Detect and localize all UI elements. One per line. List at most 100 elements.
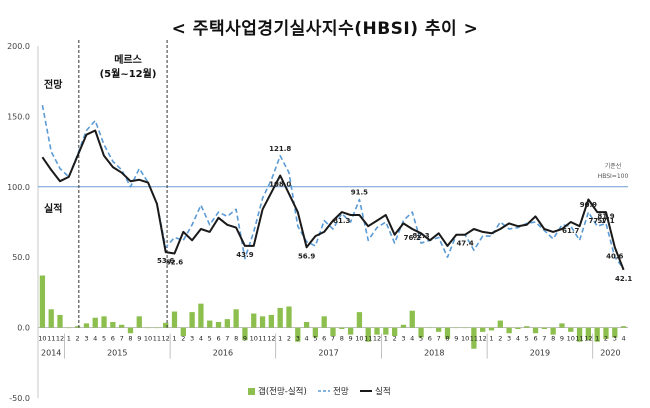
- gap-bar: [612, 327, 618, 338]
- month-tick-label: 8: [128, 335, 132, 343]
- month-tick-label: 9: [349, 335, 353, 343]
- gap-bar: [488, 327, 495, 331]
- data-label: 108.0: [269, 181, 291, 189]
- month-tick-label: 5: [419, 335, 423, 343]
- month-tick-label: 11: [470, 335, 478, 343]
- month-tick-label: 12: [479, 335, 487, 343]
- y-tick-label: 0.0: [17, 324, 30, 333]
- month-tick-label: 7: [225, 335, 229, 343]
- gap-bar: [524, 326, 530, 328]
- gap-bar: [400, 324, 407, 328]
- gap-bar: [620, 326, 627, 328]
- gap-bar: [427, 327, 433, 329]
- month-tick-label: 4: [516, 335, 520, 343]
- gap-bar: [277, 307, 283, 328]
- data-label: 76.2: [404, 234, 421, 242]
- month-tick-label: 10: [355, 335, 363, 343]
- gap-bar: [471, 327, 477, 349]
- gap-bar: [515, 327, 521, 330]
- month-tick-label: 11: [575, 335, 583, 343]
- gap-bar: [215, 321, 222, 328]
- year-label: 2019: [530, 349, 550, 358]
- gap-bar: [585, 327, 592, 341]
- gap-bar: [330, 327, 336, 337]
- actual-line: [41, 129, 625, 271]
- month-tick-label: 4: [410, 335, 414, 343]
- gap-bar: [312, 327, 319, 338]
- month-tick-label: 7: [331, 335, 335, 343]
- gap-bar: [268, 314, 274, 328]
- month-tick-label: 2: [181, 335, 185, 343]
- month-tick-label: 11: [258, 335, 266, 343]
- gap-bar: [321, 316, 327, 328]
- month-tick-label: 5: [208, 335, 212, 343]
- month-tick-label: 1: [278, 335, 282, 343]
- month-tick-label: 7: [437, 335, 441, 343]
- month-tick-label: 2: [393, 335, 397, 343]
- gap-bar: [136, 316, 142, 328]
- year-label: 2014: [41, 349, 61, 358]
- gap-bar: [532, 327, 539, 334]
- gap-bar: [418, 327, 424, 338]
- gap-bar: [462, 327, 468, 329]
- month-tick-label: 12: [267, 335, 275, 343]
- gap-bar: [541, 327, 547, 330]
- year-label: 2016: [213, 349, 233, 358]
- gap-bar: [497, 320, 503, 328]
- month-tick-label: 9: [243, 335, 247, 343]
- gap-bar: [374, 327, 380, 335]
- data-label: 121.8: [269, 145, 291, 153]
- gap-bar: [365, 327, 371, 342]
- month-tick-label: 2: [604, 335, 608, 343]
- gap-bar: [339, 327, 345, 330]
- gap-bar: [242, 327, 248, 341]
- month-tick-label: 8: [551, 335, 555, 343]
- month-tick-label: 6: [111, 335, 115, 343]
- month-tick-label: 8: [340, 335, 344, 343]
- y-tick-label: 100.0: [7, 183, 30, 192]
- data-label: 90.9: [580, 201, 597, 209]
- data-label: 91.5: [351, 188, 368, 196]
- baseline-value: HBSI=100: [598, 173, 629, 180]
- gap-bar: [48, 309, 54, 328]
- y-tick-label: 50.0: [12, 253, 30, 262]
- month-tick-label: 3: [84, 335, 88, 343]
- month-tick-label: 7: [542, 335, 546, 343]
- month-tick-label: 3: [401, 335, 405, 343]
- month-tick-label: 10: [144, 335, 152, 343]
- gap-bar: [127, 327, 134, 334]
- month-tick-label: 4: [199, 335, 203, 343]
- gap-bar: [444, 327, 451, 339]
- gap-bar: [207, 320, 213, 328]
- gap-bar: [171, 311, 178, 328]
- month-tick-label: 7: [120, 335, 124, 343]
- mers-period: (5월~12월): [100, 68, 157, 80]
- month-tick-label: 8: [445, 335, 449, 343]
- data-label: 40.6: [606, 252, 623, 260]
- data-label: 56.9: [298, 252, 315, 260]
- data-label: 57.1: [597, 217, 614, 225]
- gap-bar: [92, 317, 98, 328]
- month-tick-label: 3: [296, 335, 300, 343]
- gap-bar: [110, 321, 116, 328]
- data-label: 42.1: [615, 275, 632, 283]
- month-tick-label: 2: [76, 335, 80, 343]
- gap-bar: [347, 327, 354, 335]
- chart-title: < 주택사업경기실사지수(HBSI) 추이 >: [171, 19, 479, 39]
- legend-label-gap: 갭(전망-실적): [258, 386, 307, 397]
- gap-bar: [480, 327, 486, 332]
- month-tick-label: 9: [137, 335, 141, 343]
- gap-bar: [251, 313, 257, 328]
- data-label: 61.7: [562, 227, 579, 235]
- month-tick-label: 5: [102, 335, 106, 343]
- gap-bar: [383, 327, 389, 335]
- y-tick-label: 150.0: [7, 112, 30, 121]
- month-tick-label: 2: [287, 335, 291, 343]
- month-tick-label: 4: [622, 335, 626, 343]
- year-label: 2017: [318, 349, 338, 358]
- data-label: 43.9: [236, 251, 253, 259]
- gap-bar: [603, 327, 609, 339]
- gap-bar: [119, 324, 125, 328]
- gap-bar: [409, 310, 415, 328]
- data-label: 52.6: [166, 259, 183, 267]
